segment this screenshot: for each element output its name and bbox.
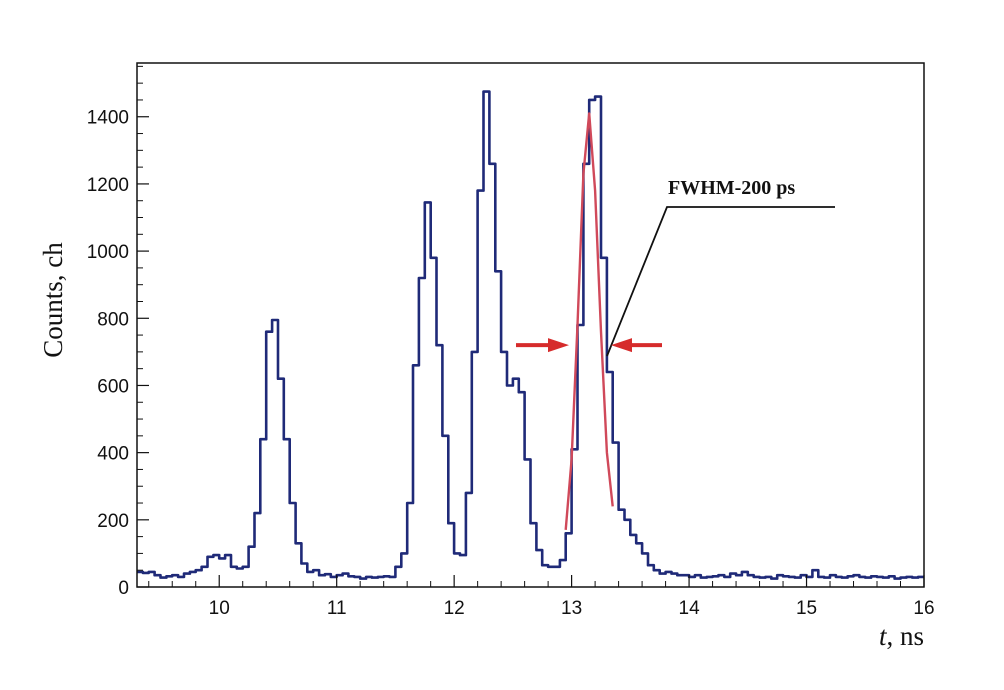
x-axis-label: t, ns	[879, 621, 924, 651]
axis-layer: 10 11 12 13 14 15 16 0 200 400 600 800 1000 1200 1400	[87, 62, 935, 619]
x-tick-label: 15	[796, 598, 817, 619]
x-tick-label: 10	[209, 598, 230, 619]
y-tick-label: 0	[118, 578, 129, 599]
y-axis-label: Counts, ch	[38, 242, 68, 358]
gaussian-fit-series	[564, 112, 614, 531]
x-ticks: 10 11 12 13 14 15 16	[148, 575, 935, 619]
arrow-head	[611, 338, 632, 353]
fwhm-arrow-right	[611, 338, 662, 353]
x-tick-label: 13	[561, 598, 582, 619]
annotation-fwhm: FWHM-200 ps	[668, 177, 795, 199]
x-tick-label: 14	[679, 598, 701, 619]
x-tick-label: 12	[444, 598, 465, 619]
annotation-layer: FWHM-200 ps	[516, 177, 835, 357]
y-tick-label: 1200	[87, 175, 129, 196]
y-tick-label: 1000	[87, 242, 129, 263]
y-ticks: 0 200 400 600 800 1000 1200 1400	[87, 65, 149, 599]
y-tick-label: 200	[97, 511, 129, 532]
x-axis-label-unit: , ns	[886, 621, 924, 651]
x-tick-label: 11	[327, 598, 347, 619]
arrow-head	[548, 338, 569, 353]
annotation-leader-line	[606, 206, 835, 357]
fwhm-arrow-left	[516, 338, 569, 353]
x-axis-label-symbol: t	[879, 621, 888, 651]
series-layer	[137, 90, 924, 580]
y-tick-label: 1400	[87, 108, 129, 129]
x-tick-label: 16	[913, 598, 934, 619]
y-tick-label: 400	[97, 444, 129, 465]
y-tick-label: 800	[97, 309, 129, 330]
y-tick-label: 600	[97, 376, 129, 397]
plot-frame	[136, 62, 925, 588]
histogram-series	[137, 90, 924, 580]
